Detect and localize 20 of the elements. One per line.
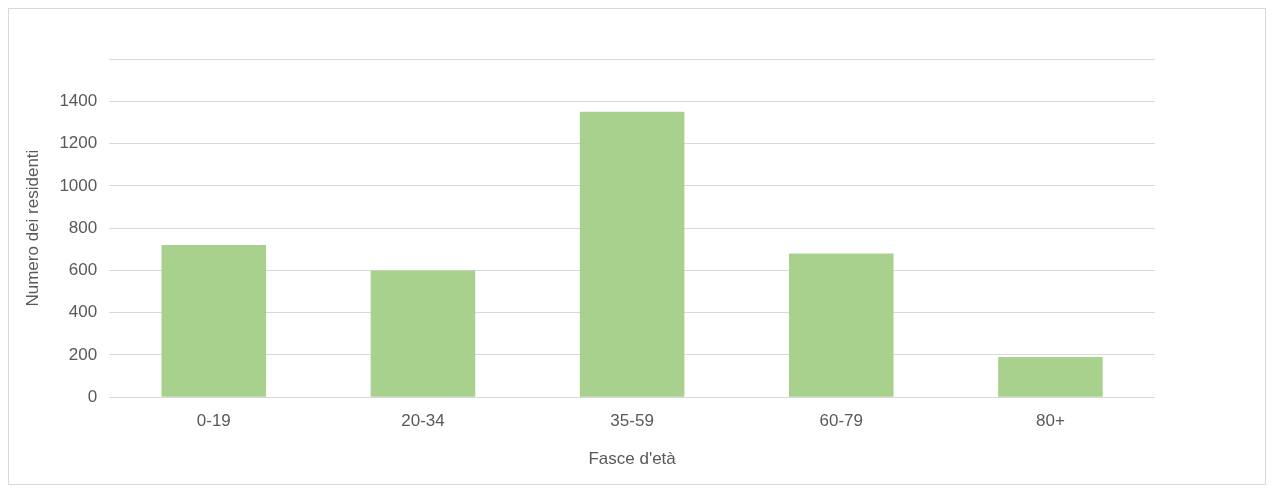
y-tick-label: 200 — [68, 344, 98, 364]
x-tick-label: 0-19 — [196, 411, 231, 431]
bar — [788, 253, 894, 397]
y-tick-label: 600 — [68, 260, 98, 280]
x-axis-title: Fasce d'età — [588, 449, 677, 469]
y-tick-label: 0 — [87, 386, 98, 406]
y-tick-label: 400 — [68, 302, 98, 322]
y-tick-label: 1000 — [59, 175, 98, 195]
y-tick-label: 800 — [68, 217, 98, 237]
bar — [370, 270, 476, 397]
bar — [579, 111, 685, 397]
bar — [998, 357, 1103, 397]
y-axis-title: Numero dei residenti — [22, 149, 42, 307]
y-tick-label: 1400 — [59, 90, 98, 110]
x-tick-label: 80+ — [1036, 411, 1065, 431]
y-tick-label: 1200 — [59, 133, 98, 153]
x-tick-label: 35-59 — [610, 411, 654, 431]
x-tick-label: 60-79 — [819, 411, 864, 431]
bar — [161, 245, 267, 397]
x-tick-label: 20-34 — [401, 411, 445, 431]
